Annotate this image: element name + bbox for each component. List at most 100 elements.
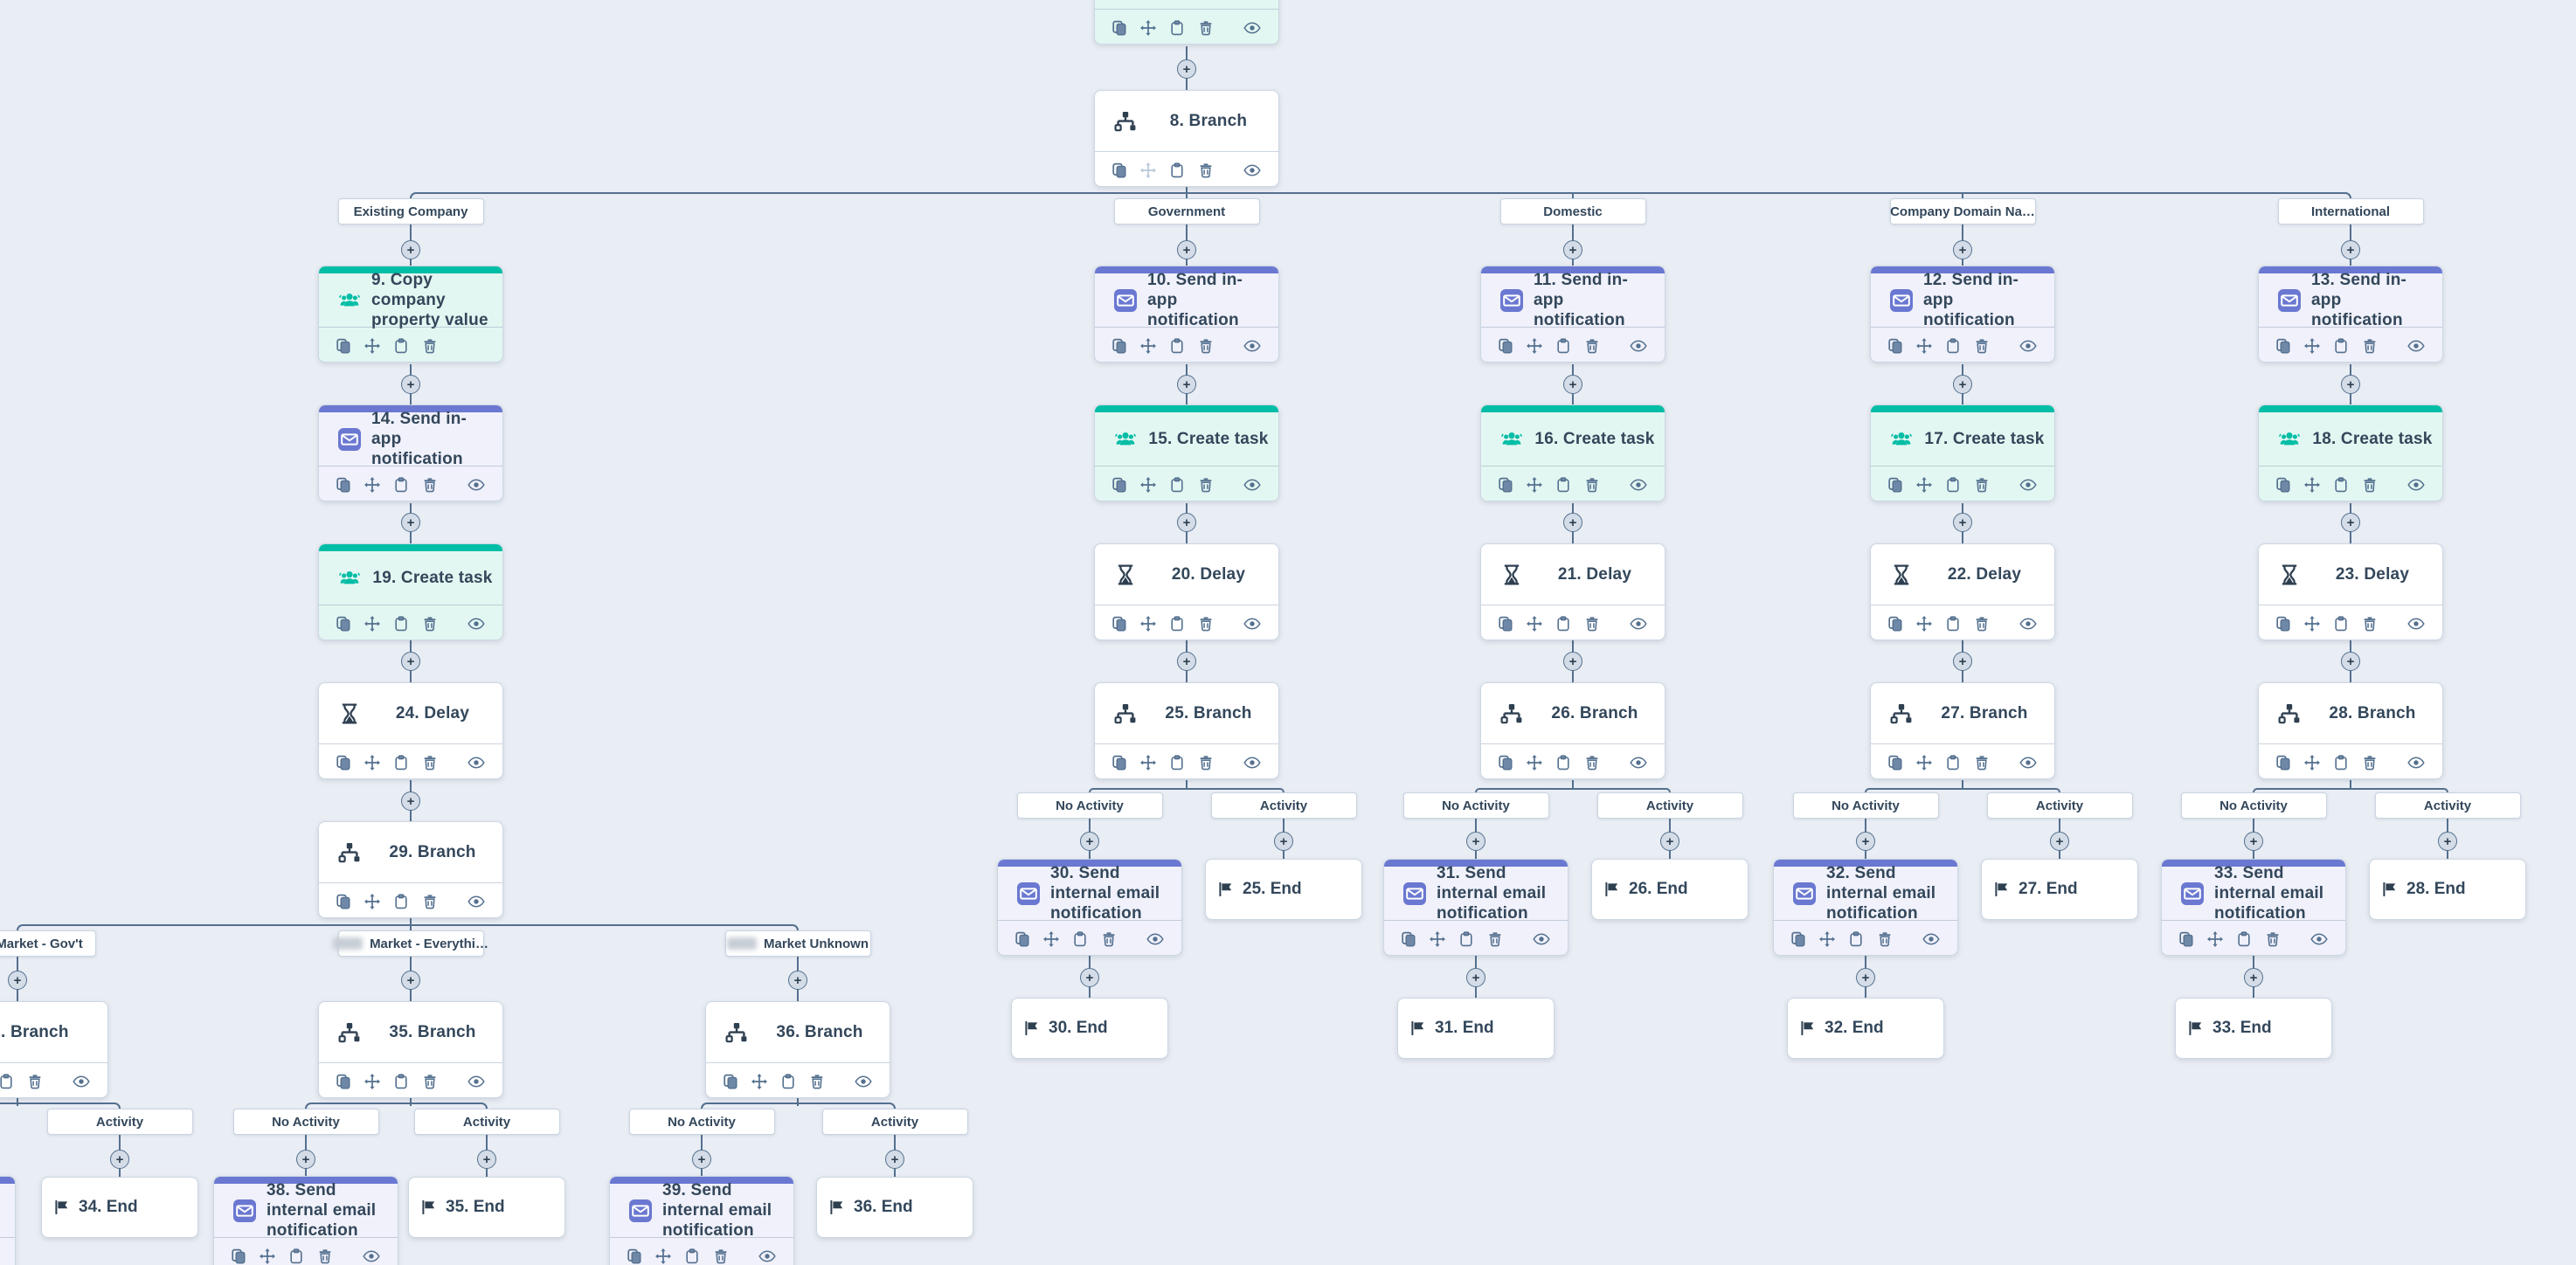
- add-action-button[interactable]: +: [401, 513, 420, 532]
- trash-icon[interactable]: [712, 1248, 730, 1265]
- branch-label-company-domain-na[interactable]: Company Domain Na…: [1889, 198, 2036, 225]
- move-icon[interactable]: [364, 615, 381, 632]
- eye-icon[interactable]: [758, 1248, 776, 1265]
- add-action-button[interactable]: +: [1080, 968, 1099, 987]
- copy-icon[interactable]: [335, 337, 352, 355]
- branch-label-activity[interactable]: Activity: [1596, 792, 1743, 819]
- clipboard-icon[interactable]: [1555, 754, 1572, 771]
- branch-label-activity[interactable]: Activity: [2374, 792, 2521, 819]
- node-18-create-task[interactable]: 18. Create task: [2258, 404, 2443, 501]
- copy-icon[interactable]: [230, 1248, 247, 1265]
- eye-icon[interactable]: [2407, 615, 2425, 632]
- copy-icon[interactable]: [2275, 337, 2292, 355]
- eye-icon[interactable]: [73, 1073, 90, 1090]
- trash-icon[interactable]: [2361, 476, 2379, 494]
- add-action-button[interactable]: +: [1953, 240, 1972, 259]
- node-10-send-in-app-notification[interactable]: 10. Send in-app notification: [1094, 266, 1279, 363]
- node-36-end[interactable]: 36. End: [816, 1177, 973, 1238]
- branch-label-market-unknown[interactable]: Market Unknown: [724, 930, 871, 957]
- node-23-delay[interactable]: 23. Delay: [2258, 543, 2443, 640]
- eye-icon[interactable]: [1630, 754, 1647, 771]
- eye-icon[interactable]: [1630, 476, 1647, 494]
- branch-label-no-activity[interactable]: No Activity: [1016, 792, 1163, 819]
- node-9-copy-company-property-value[interactable]: 9. Copy company property value: [318, 266, 503, 363]
- eye-icon[interactable]: [1243, 476, 1261, 494]
- copy-icon[interactable]: [1790, 930, 1807, 948]
- eye-icon[interactable]: [2019, 476, 2037, 494]
- move-icon[interactable]: [1139, 337, 1157, 355]
- clipboard-icon[interactable]: [779, 1073, 797, 1090]
- trash-icon[interactable]: [316, 1248, 334, 1265]
- copy-icon[interactable]: [1111, 337, 1128, 355]
- node-30-send-internal-email-notification[interactable]: 30. Send internal email notification: [997, 859, 1182, 956]
- clipboard-icon[interactable]: [1944, 754, 1962, 771]
- eye-icon[interactable]: [1630, 337, 1647, 355]
- add-action-button[interactable]: +: [1953, 375, 1972, 394]
- move-icon[interactable]: [2303, 615, 2321, 632]
- move-icon[interactable]: [1139, 19, 1157, 37]
- clipboard-icon[interactable]: [1168, 754, 1186, 771]
- clipboard-icon[interactable]: [1458, 930, 1475, 948]
- clipboard-icon[interactable]: [2332, 476, 2350, 494]
- node-25-end[interactable]: 25. End: [1205, 859, 1362, 920]
- add-action-button[interactable]: +: [1563, 513, 1582, 532]
- add-action-button[interactable]: +: [2244, 968, 2263, 987]
- add-action-button[interactable]: +: [1080, 832, 1099, 851]
- eye-icon[interactable]: [467, 893, 485, 910]
- clipboard-icon[interactable]: [392, 337, 410, 355]
- trash-icon[interactable]: [1197, 162, 1215, 179]
- node-22-delay[interactable]: 22. Delay: [1870, 543, 2055, 640]
- add-action-button[interactable]: +: [1466, 968, 1485, 987]
- clipboard-icon[interactable]: [1071, 930, 1089, 948]
- node-20-delay[interactable]: 20. Delay: [1094, 543, 1279, 640]
- clipboard-icon[interactable]: [392, 893, 410, 910]
- trash-icon[interactable]: [1583, 615, 1601, 632]
- move-icon[interactable]: [1915, 476, 1933, 494]
- node-13-send-in-app-notification[interactable]: 13. Send in-app notification: [2258, 266, 2443, 363]
- move-icon[interactable]: [1139, 615, 1157, 632]
- copy-icon[interactable]: [1887, 615, 1904, 632]
- node-19-create-task[interactable]: 19. Create task: [318, 543, 503, 640]
- clipboard-icon[interactable]: [1944, 615, 1962, 632]
- node-35-end[interactable]: 35. End: [408, 1177, 565, 1238]
- node-24-delay[interactable]: 24. Delay: [318, 682, 503, 779]
- node-39-send-internal-email-notification[interactable]: 39. Send internal email notification: [609, 1176, 794, 1265]
- eye-icon[interactable]: [2310, 930, 2328, 948]
- clipboard-icon[interactable]: [1847, 930, 1865, 948]
- move-icon[interactable]: [1526, 754, 1543, 771]
- node-26-end[interactable]: 26. End: [1591, 859, 1748, 920]
- eye-icon[interactable]: [2019, 615, 2037, 632]
- trash-icon[interactable]: [421, 893, 439, 910]
- clipboard-icon[interactable]: [1168, 19, 1186, 37]
- trash-icon[interactable]: [1973, 476, 1991, 494]
- add-action-button[interactable]: +: [1953, 513, 1972, 532]
- add-action-button[interactable]: +: [401, 971, 420, 990]
- trash-icon[interactable]: [1973, 337, 1991, 355]
- clipboard-icon[interactable]: [2332, 615, 2350, 632]
- node-32-end[interactable]: 32. End: [1787, 998, 1944, 1059]
- node-31-send-internal-email-notification[interactable]: 31. Send internal email notification: [1383, 859, 1568, 956]
- copy-icon[interactable]: [626, 1248, 643, 1265]
- branch-label-government[interactable]: Government: [1113, 198, 1260, 225]
- trash-icon[interactable]: [1583, 754, 1601, 771]
- copy-icon[interactable]: [1111, 19, 1128, 37]
- add-action-button[interactable]: +: [788, 971, 807, 990]
- eye-icon[interactable]: [467, 615, 485, 632]
- trash-icon[interactable]: [1876, 930, 1894, 948]
- branch-label-market-everythi[interactable]: Market - Everythi…: [333, 930, 488, 957]
- node-35-branch[interactable]: 35. Branch: [318, 1001, 503, 1098]
- add-action-button[interactable]: +: [2244, 832, 2263, 851]
- add-action-button[interactable]: +: [1953, 652, 1972, 671]
- trash-icon[interactable]: [1583, 337, 1601, 355]
- add-action-button[interactable]: +: [1177, 513, 1196, 532]
- clipboard-icon[interactable]: [2235, 930, 2253, 948]
- trash-icon[interactable]: [1973, 615, 1991, 632]
- clipboard-icon[interactable]: [0, 1073, 15, 1090]
- copy-icon[interactable]: [1014, 930, 1031, 948]
- node-29-branch[interactable]: 29. Branch: [318, 821, 503, 918]
- node-14-send-in-app-notification[interactable]: 14. Send in-app notification: [318, 404, 503, 501]
- node-11-send-in-app-notification[interactable]: 11. Send in-app notification: [1480, 266, 1665, 363]
- move-icon[interactable]: [1042, 930, 1060, 948]
- add-action-button[interactable]: +: [110, 1150, 129, 1169]
- branch-label-no-activity[interactable]: No Activity: [1792, 792, 1939, 819]
